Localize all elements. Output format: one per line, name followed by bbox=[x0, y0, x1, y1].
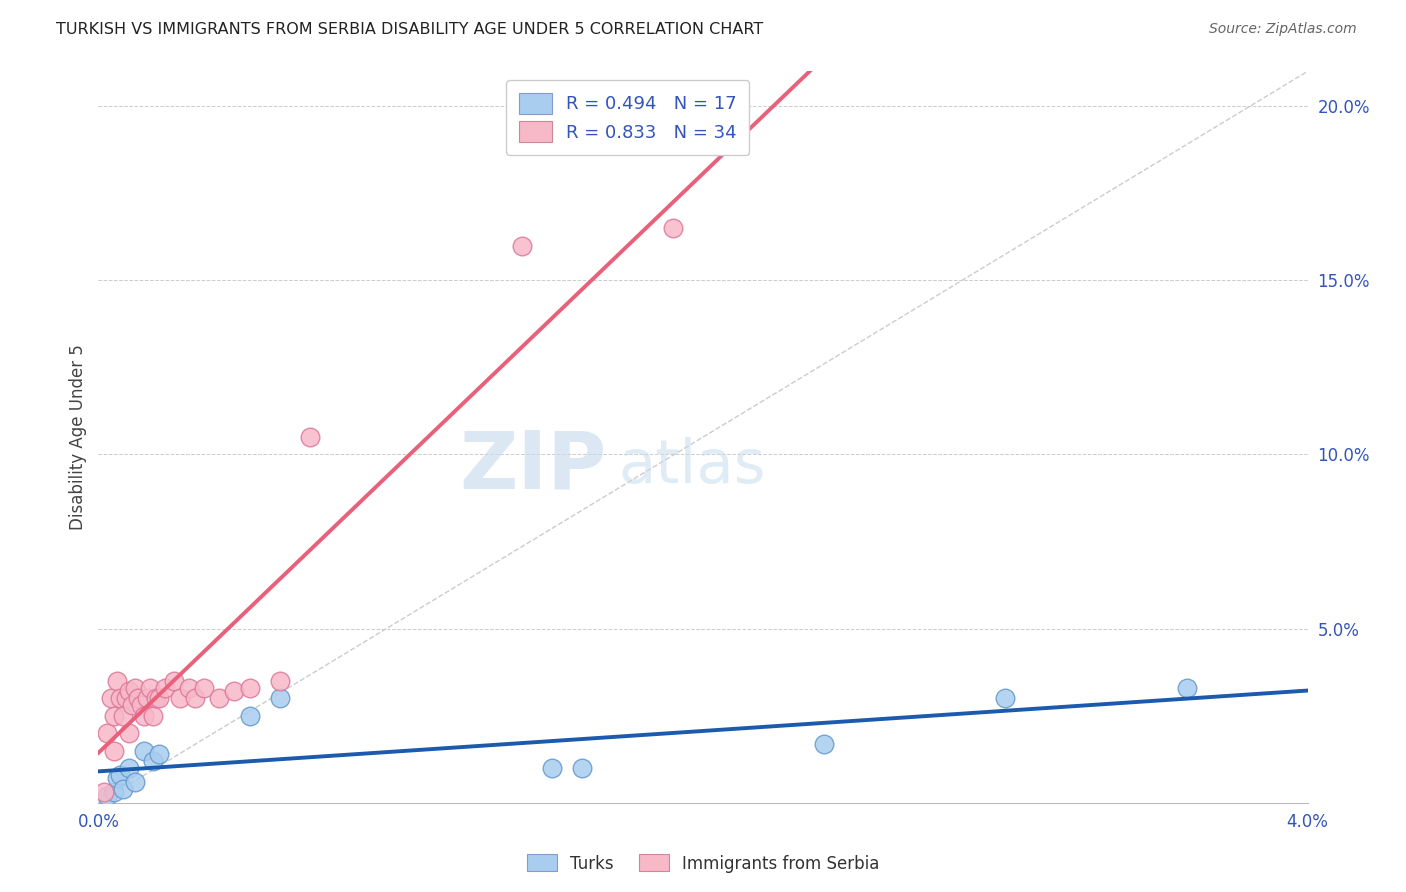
Point bbox=[132, 708, 155, 723]
Point bbox=[124, 775, 146, 789]
Point bbox=[139, 681, 162, 695]
Point bbox=[111, 781, 134, 796]
Point bbox=[184, 691, 207, 706]
Point bbox=[510, 238, 533, 252]
Point bbox=[93, 785, 115, 799]
Point bbox=[148, 691, 170, 706]
Point bbox=[145, 691, 167, 706]
Text: Source: ZipAtlas.com: Source: ZipAtlas.com bbox=[1209, 22, 1357, 37]
Point bbox=[208, 691, 231, 706]
Point bbox=[662, 221, 685, 235]
Point bbox=[129, 698, 152, 713]
Point bbox=[224, 684, 246, 698]
Text: atlas: atlas bbox=[619, 437, 766, 496]
Point bbox=[142, 708, 165, 723]
Point bbox=[163, 673, 186, 688]
Point bbox=[124, 681, 146, 695]
Point bbox=[103, 743, 125, 757]
Point bbox=[118, 684, 141, 698]
Point bbox=[571, 761, 593, 775]
Point bbox=[118, 726, 141, 740]
Point bbox=[103, 785, 125, 799]
Legend: Turks, Immigrants from Serbia: Turks, Immigrants from Serbia bbox=[520, 847, 886, 880]
Point bbox=[96, 726, 118, 740]
Point bbox=[193, 681, 215, 695]
Point bbox=[239, 681, 262, 695]
Text: TURKISH VS IMMIGRANTS FROM SERBIA DISABILITY AGE UNDER 5 CORRELATION CHART: TURKISH VS IMMIGRANTS FROM SERBIA DISABI… bbox=[56, 22, 763, 37]
Point bbox=[142, 754, 165, 768]
Point bbox=[148, 747, 170, 761]
Point bbox=[239, 708, 262, 723]
Point bbox=[105, 772, 128, 786]
Point bbox=[1175, 681, 1198, 695]
Point bbox=[153, 681, 176, 695]
Point bbox=[541, 761, 564, 775]
Y-axis label: Disability Age Under 5: Disability Age Under 5 bbox=[69, 344, 87, 530]
Point bbox=[269, 691, 291, 706]
Point bbox=[111, 708, 134, 723]
Point bbox=[994, 691, 1017, 706]
Point bbox=[299, 430, 322, 444]
Text: ZIP: ZIP bbox=[458, 427, 606, 506]
Point bbox=[108, 691, 131, 706]
Legend: R = 0.494   N = 17, R = 0.833   N = 34: R = 0.494 N = 17, R = 0.833 N = 34 bbox=[506, 80, 749, 154]
Point bbox=[108, 768, 131, 782]
Point bbox=[813, 737, 835, 751]
Point bbox=[127, 691, 149, 706]
Point bbox=[169, 691, 191, 706]
Point bbox=[96, 789, 118, 803]
Point bbox=[135, 691, 157, 706]
Point bbox=[179, 681, 201, 695]
Point bbox=[114, 691, 136, 706]
Point bbox=[269, 673, 291, 688]
Point bbox=[100, 691, 122, 706]
Point bbox=[132, 743, 155, 757]
Point bbox=[103, 708, 125, 723]
Point bbox=[121, 698, 143, 713]
Point bbox=[118, 761, 141, 775]
Point bbox=[105, 673, 128, 688]
